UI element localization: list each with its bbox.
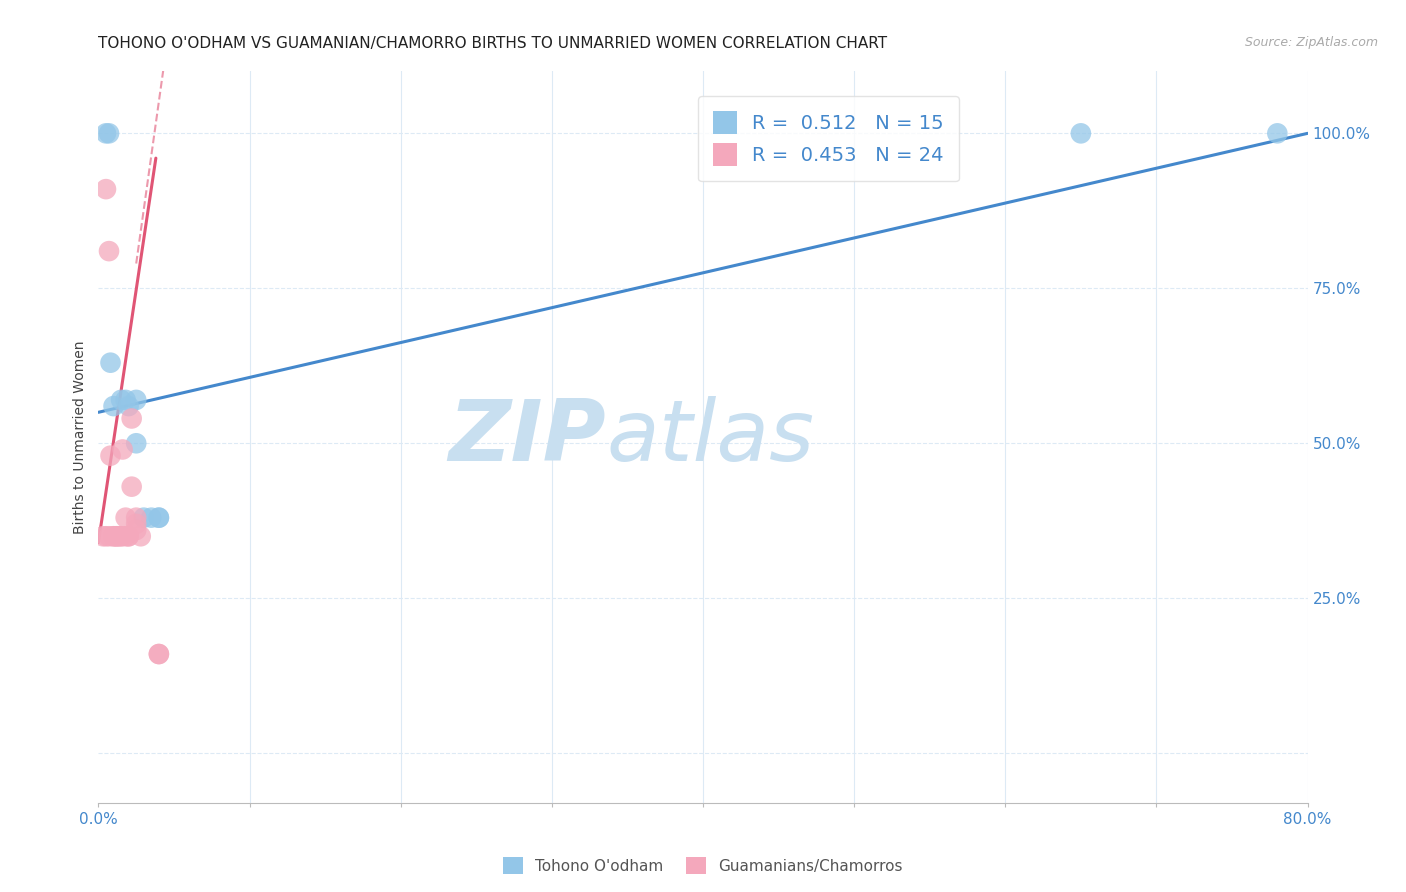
Point	[125, 436, 148, 450]
Point	[111, 442, 134, 457]
Legend: Tohono O'odham, Guamanians/Chamorros: Tohono O'odham, Guamanians/Chamorros	[496, 851, 910, 880]
Point	[110, 392, 132, 407]
Point	[100, 449, 122, 463]
Point	[94, 182, 117, 196]
Point	[118, 529, 141, 543]
Point	[114, 392, 136, 407]
Point	[110, 529, 132, 543]
Point	[148, 647, 170, 661]
Point	[129, 529, 152, 543]
Point	[125, 510, 148, 524]
Point	[1267, 126, 1289, 140]
Text: atlas: atlas	[606, 395, 814, 479]
Point	[103, 529, 125, 543]
Point	[148, 647, 170, 661]
Point	[98, 244, 121, 259]
Point	[98, 126, 121, 140]
Point	[125, 392, 148, 407]
Point	[103, 399, 125, 413]
Point	[121, 480, 143, 494]
Point	[148, 510, 170, 524]
Point	[1070, 126, 1092, 140]
Point	[105, 529, 128, 543]
Legend: R =  0.512   N = 15, R =  0.453   N = 24: R = 0.512 N = 15, R = 0.453 N = 24	[697, 95, 959, 181]
Point	[107, 529, 129, 543]
Text: TOHONO O'ODHAM VS GUAMANIAN/CHAMORRO BIRTHS TO UNMARRIED WOMEN CORRELATION CHART: TOHONO O'ODHAM VS GUAMANIAN/CHAMORRO BIR…	[98, 36, 887, 51]
Point	[141, 510, 163, 524]
Point	[114, 529, 136, 543]
Point	[125, 516, 148, 531]
Point	[100, 356, 122, 370]
Point	[110, 529, 132, 543]
Point	[148, 510, 170, 524]
Y-axis label: Births to Unmarried Women: Births to Unmarried Women	[73, 341, 87, 533]
Text: Source: ZipAtlas.com: Source: ZipAtlas.com	[1244, 36, 1378, 49]
Point	[121, 411, 143, 425]
Point	[118, 399, 141, 413]
Point	[118, 529, 141, 543]
Point	[94, 126, 117, 140]
Point	[114, 510, 136, 524]
Text: ZIP: ZIP	[449, 395, 606, 479]
Point	[132, 510, 155, 524]
Point	[103, 529, 125, 543]
Point	[125, 523, 148, 537]
Point	[98, 529, 121, 543]
Point	[94, 529, 117, 543]
Point	[91, 529, 114, 543]
Point	[105, 529, 128, 543]
